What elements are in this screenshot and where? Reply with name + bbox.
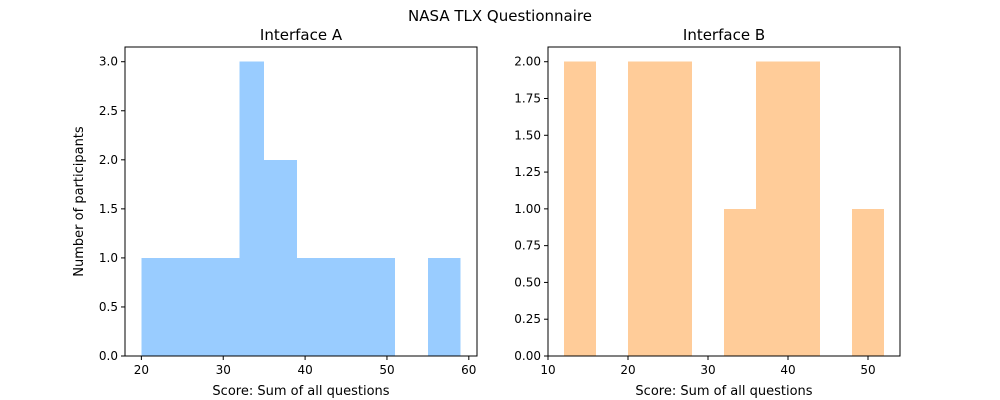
histogram-bar: [296, 257, 330, 356]
chart-panel-2: 10 20 30 40 50 0.00 0.25 0.50 0.75 1.00 1.25 1.50 1.…: [514, 26, 901, 399]
x-tick-label: 50: [860, 363, 875, 377]
histogram-bar: [206, 257, 240, 356]
y-tick-label: 2.00: [514, 55, 541, 69]
figure-title: NASA TLX Questionnaire: [408, 7, 592, 25]
y-tick-label: 1.0: [99, 251, 118, 265]
y-tick-label: 0.25: [514, 312, 541, 326]
x-tick-label: 20: [134, 363, 149, 377]
y-axis-label: Number of participants: [72, 126, 87, 277]
x-tick-label: 30: [216, 363, 231, 377]
chart-title: Interface A: [260, 26, 343, 44]
y-tick-label: 1.25: [514, 165, 541, 179]
y-tick-label: 0.50: [514, 275, 541, 289]
histogram-bar: [362, 257, 396, 356]
histogram-bar: [852, 208, 884, 356]
x-tick-label: 60: [461, 363, 476, 377]
chart-title: Interface B: [683, 26, 765, 44]
y-tick-label: 2.0: [99, 153, 118, 167]
x-axis-label: Score: Sum of all questions: [212, 384, 389, 399]
histogram-bar: [264, 159, 297, 356]
histogram-bar: [239, 61, 265, 356]
y-tick-label: 3.0: [99, 55, 118, 69]
histogram-bar: [141, 257, 175, 356]
x-tick-label: 10: [540, 363, 555, 377]
x-tick-label: 50: [379, 363, 394, 377]
x-tick-label: 40: [297, 363, 312, 377]
y-tick-label: 0.00: [514, 349, 541, 363]
histogram-bar: [724, 208, 756, 356]
histogram-bar: [628, 61, 660, 356]
histogram-bar: [788, 61, 820, 356]
y-tick-label: 1.5: [99, 202, 118, 216]
histogram-bar: [427, 257, 461, 356]
x-tick-label: 30: [700, 363, 715, 377]
histogram-bar: [564, 61, 596, 356]
y-tick-label: 0.75: [514, 239, 541, 253]
histogram-bar: [329, 257, 363, 356]
x-tick-label: 20: [620, 363, 635, 377]
x-axis-label: Score: Sum of all questions: [635, 384, 812, 399]
axes-frame: [547, 46, 901, 357]
axes-frame: [124, 46, 478, 357]
y-tick-label: 1.50: [514, 128, 541, 142]
histogram-bar: [660, 61, 692, 356]
y-tick-label: 1.00: [514, 202, 541, 216]
y-tick-label: 0.0: [99, 349, 118, 363]
x-tick-label: 40: [780, 363, 795, 377]
histogram-bar: [756, 61, 788, 356]
histogram-bar: [174, 257, 207, 356]
y-tick-label: 2.5: [99, 104, 118, 118]
y-tick-label: 0.5: [99, 300, 118, 314]
y-tick-label: 1.75: [514, 92, 541, 106]
chart-panel-1: 20 30 40 50 60 0.0 0.5 1.0 1.5 2.0 2.5 3.0 Interface…: [72, 26, 478, 399]
